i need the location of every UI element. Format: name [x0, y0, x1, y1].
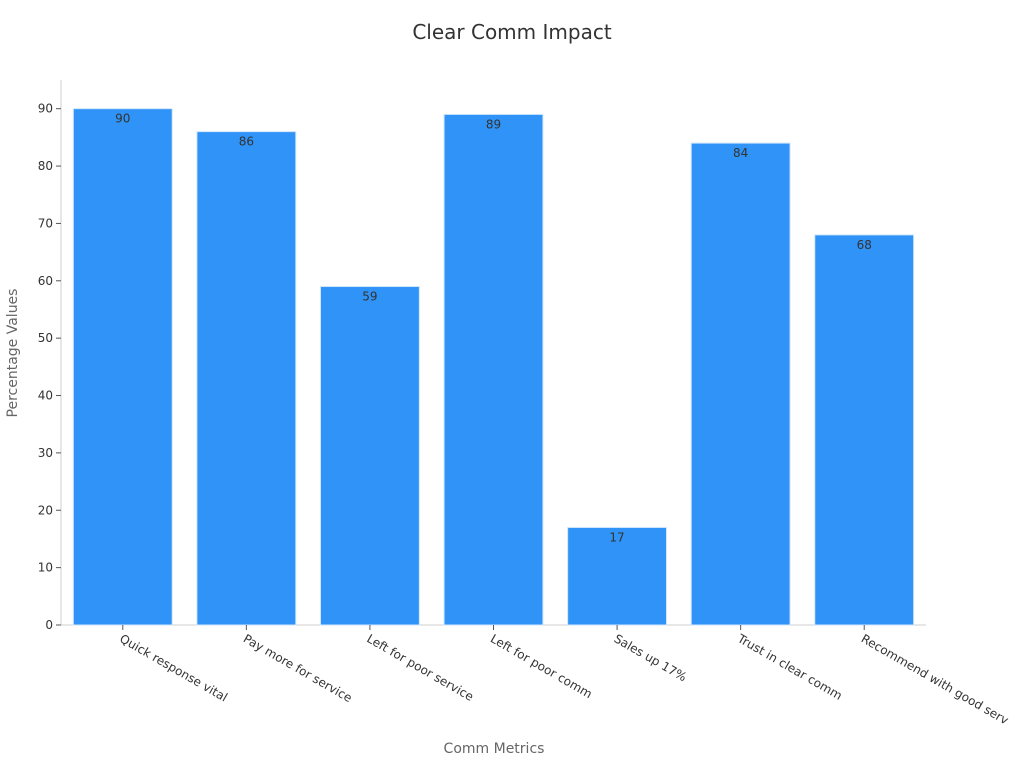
y-tick-label: 40: [38, 389, 53, 403]
x-tick-label: Left for poor service: [364, 631, 476, 703]
y-tick-label: 50: [38, 331, 53, 345]
y-tick-label: 20: [38, 503, 53, 517]
y-tick-label: 80: [38, 159, 53, 173]
bar-value-label: 86: [239, 135, 254, 149]
y-axis-title: Percentage Values: [5, 288, 21, 418]
bar: [72, 108, 173, 626]
chart-title: Clear Comm Impact: [412, 20, 612, 44]
x-tick-label: Pay more for service: [241, 631, 355, 705]
x-tick-label: Quick response vital: [117, 631, 230, 704]
y-tick-label: 0: [45, 618, 53, 632]
y-tick-label: 70: [38, 216, 53, 230]
bar-value-label: 59: [362, 290, 377, 304]
x-tick-label: Trust in clear comm: [734, 631, 844, 703]
y-tick-label: 30: [38, 446, 53, 460]
x-tick-label: Sales up 17%: [612, 631, 690, 684]
bar-value-label: 84: [733, 146, 748, 160]
x-tick-label: Left for poor comm: [488, 631, 595, 701]
x-axis-title: Comm Metrics: [443, 741, 545, 757]
y-tick-label: 10: [38, 561, 53, 575]
bar: [196, 131, 297, 626]
bar: [567, 526, 668, 626]
bar: [814, 234, 915, 626]
bar: [320, 286, 420, 626]
bar: [690, 142, 791, 626]
bar-value-label: 90: [115, 112, 130, 126]
y-tick-label: 90: [38, 102, 53, 116]
bar: [443, 113, 544, 626]
x-tick-label: Recommend with good serv: [859, 631, 1011, 727]
bar-value-label: 68: [857, 238, 872, 252]
bar-value-label: 89: [486, 117, 501, 131]
bar-value-label: 17: [609, 530, 624, 544]
y-tick-label: 60: [38, 274, 53, 288]
